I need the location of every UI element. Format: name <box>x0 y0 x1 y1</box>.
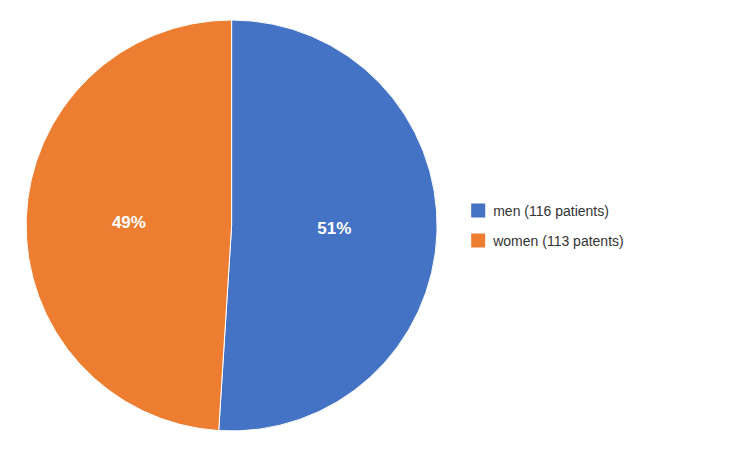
pie-slice <box>26 20 231 431</box>
pie <box>26 20 437 431</box>
legend-swatch <box>471 204 485 218</box>
legend: men (116 patients) women (113 patents) <box>471 203 623 249</box>
pie-slice <box>219 20 437 431</box>
legend-swatch <box>471 234 485 248</box>
data-label: 51% <box>317 219 351 238</box>
data-label: 49% <box>112 213 146 232</box>
legend-label: men (116 patients) <box>493 203 609 219</box>
legend-label: women (113 patents) <box>492 233 623 249</box>
legend-item: men (116 patients) <box>471 203 609 219</box>
chart: 51% 49% men (116 patients) women (113 paten… <box>0 0 752 451</box>
data-labels: 51% 49% <box>112 213 351 238</box>
legend-item: women (113 patents) <box>471 233 623 249</box>
